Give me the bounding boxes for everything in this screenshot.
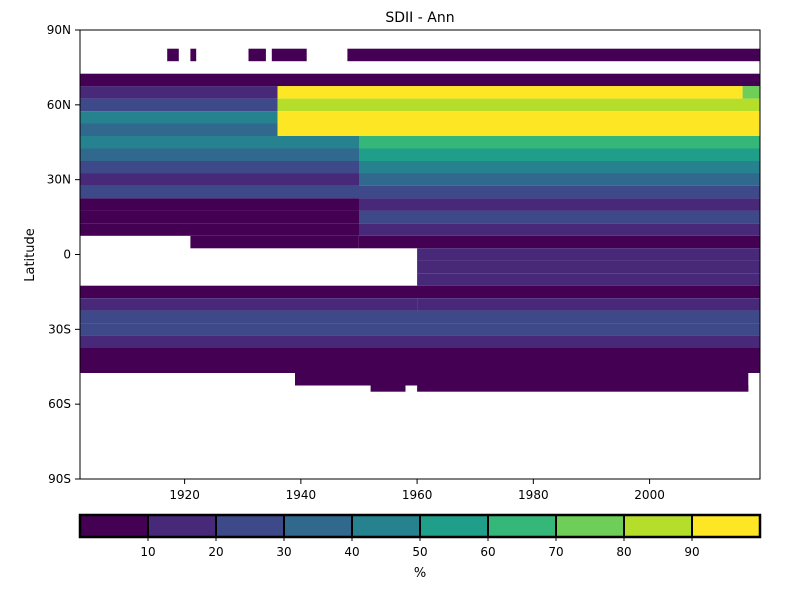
colorbar-swatch xyxy=(79,514,149,538)
heatmap-cell xyxy=(80,323,760,336)
colorbar-tick-label: 70 xyxy=(548,545,563,559)
colorbar-tick-label: 30 xyxy=(276,545,291,559)
heatmap-cell xyxy=(80,310,760,324)
heatmap-cell xyxy=(742,86,760,99)
heatmap-cell xyxy=(347,48,760,62)
colorbar-swatch xyxy=(555,514,625,538)
heatmap-cell xyxy=(80,136,359,149)
x-axis: 1920 1940 1960 1980 2000 xyxy=(169,479,665,502)
heatmap-cell xyxy=(80,335,760,349)
heatmap-cell xyxy=(359,136,760,149)
heatmap-cell xyxy=(80,98,278,112)
heatmap-cell xyxy=(359,210,760,224)
colorbar: 10 20 30 40 50 60 70 80 90 xyxy=(78,513,762,559)
colorbar-tick-label: 10 xyxy=(140,545,155,559)
heatmap-cell xyxy=(359,198,760,211)
heatmap-cell xyxy=(277,111,760,124)
colorbar-swatch xyxy=(351,514,421,538)
heatmap-cell xyxy=(80,173,359,186)
heatmap-cell xyxy=(295,373,749,386)
colorbar-swatch xyxy=(419,514,489,538)
heatmap-cell xyxy=(248,48,266,62)
heatmap-cell xyxy=(80,298,418,311)
colorbar-tick-label: 50 xyxy=(412,545,427,559)
heatmap-cell xyxy=(167,48,179,62)
colorbar-swatch xyxy=(623,514,693,538)
y-tick-label: 30S xyxy=(48,322,71,336)
heatmap-cell xyxy=(80,285,760,299)
heatmap-cell xyxy=(80,148,359,161)
heatmap-cell xyxy=(80,360,760,373)
y-tick-label: 60S xyxy=(48,397,71,411)
heatmap-cell xyxy=(80,123,278,136)
heatmap-cell xyxy=(80,185,359,199)
heatmap-cell xyxy=(277,98,760,112)
colorbar-swatch xyxy=(283,514,353,538)
chart-title: SDII - Ann xyxy=(385,10,454,26)
heatmap-cell xyxy=(80,86,278,99)
y-tick-label: 30N xyxy=(47,173,71,187)
colorbar-swatch xyxy=(215,514,285,538)
heatmap-cell xyxy=(80,198,359,211)
heatmap-cell xyxy=(417,273,760,286)
heatmap xyxy=(80,48,760,392)
heatmap-cell xyxy=(80,210,359,224)
heatmap-cell xyxy=(271,48,307,62)
heatmap-cell xyxy=(359,161,760,174)
heatmap-cell xyxy=(190,48,197,62)
heatmap-cell xyxy=(370,385,406,392)
x-tick-label: 1980 xyxy=(518,488,549,502)
heatmap-cell xyxy=(359,148,760,161)
x-tick-label: 1920 xyxy=(169,488,200,502)
heatmap-cell xyxy=(417,385,749,392)
heatmap-cell xyxy=(80,223,359,236)
colorbar-swatch xyxy=(487,514,557,538)
heatmap-cell xyxy=(417,260,760,274)
y-tick-label: 0 xyxy=(63,248,71,262)
heatmap-cell xyxy=(277,86,743,99)
heatmap-cell xyxy=(417,298,760,311)
heatmap-cell xyxy=(80,348,760,361)
heatmap-cell xyxy=(80,73,760,87)
heatmap-cell xyxy=(80,161,359,174)
colorbar-swatch xyxy=(147,514,217,538)
colorbar-tick-label: 90 xyxy=(684,545,699,559)
colorbar-tick-label: 40 xyxy=(344,545,359,559)
y-axis-label: Latitude xyxy=(23,228,38,282)
x-tick-label: 2000 xyxy=(634,488,665,502)
heatmap-cell xyxy=(190,235,359,249)
heatmap-cell xyxy=(359,223,760,236)
colorbar-label: % xyxy=(414,566,426,581)
y-axis: 90N 60N 30N 0 30S 60S 90S xyxy=(47,23,80,486)
heatmap-cell xyxy=(417,248,760,261)
heatmap-cell xyxy=(359,185,760,199)
x-tick-label: 1960 xyxy=(402,488,433,502)
heatmap-cell xyxy=(359,235,760,249)
x-tick-label: 1940 xyxy=(286,488,317,502)
heatmap-cell xyxy=(359,173,760,186)
heatmap-cell xyxy=(277,123,760,136)
colorbar-tick-label: 80 xyxy=(616,545,631,559)
colorbar-swatch xyxy=(691,514,761,538)
heatmap-cell xyxy=(80,111,278,124)
y-tick-label: 90S xyxy=(48,472,71,486)
colorbar-tick-label: 60 xyxy=(480,545,495,559)
colorbar-tick-label: 20 xyxy=(208,545,223,559)
y-tick-label: 60N xyxy=(47,98,71,112)
y-tick-label: 90N xyxy=(47,23,71,37)
